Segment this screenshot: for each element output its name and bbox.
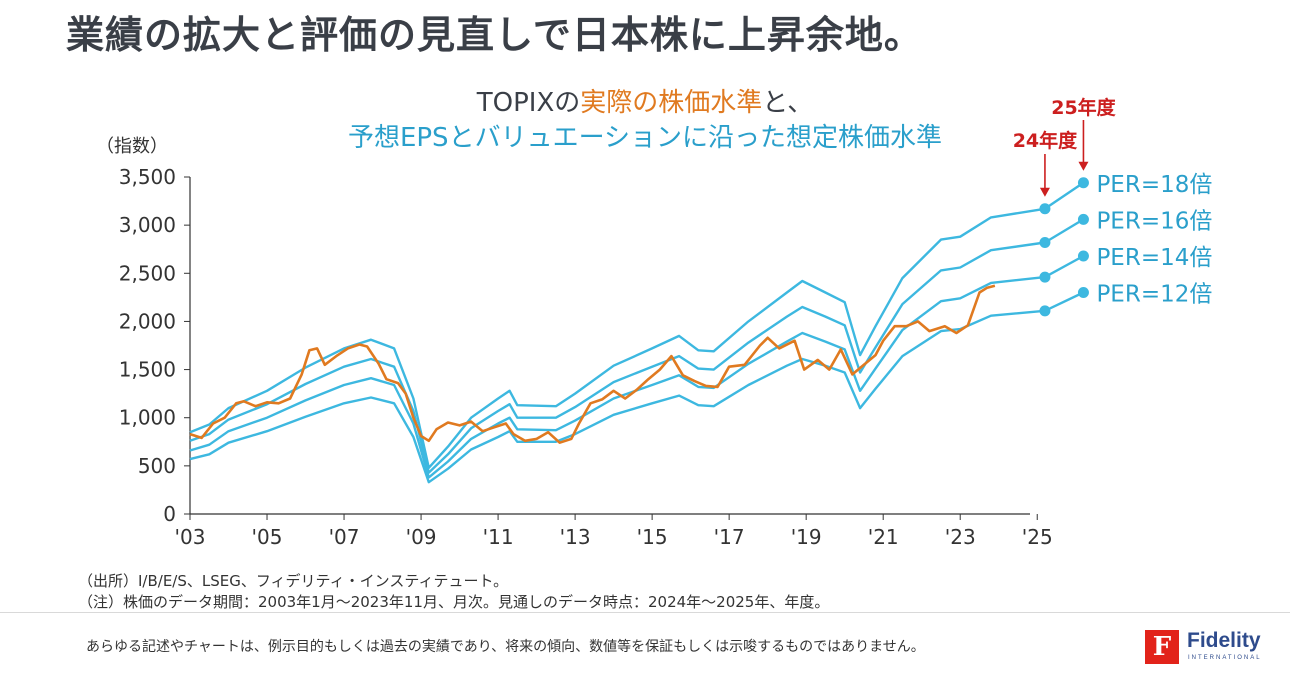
per-series-label: PER=14倍 — [1096, 245, 1212, 271]
y-tick-label: 3,000 — [119, 213, 176, 237]
forecast-arrow-head — [1039, 187, 1050, 197]
source-note: （出所）I/B/E/S、LSEG、フィデリティ・インスティテュート。 — [78, 572, 509, 590]
forecast-year-label: 24年度 — [1013, 129, 1078, 152]
y-tick-label: 500 — [138, 454, 176, 478]
y-axis-unit-label: （指数） — [96, 136, 168, 157]
y-tick-label: 0 — [163, 502, 176, 526]
per-line-series — [189, 254, 1084, 479]
logo-name: Fidelity — [1187, 629, 1261, 652]
subtitle-suffix: と、 — [762, 88, 814, 118]
fidelity-logo: F Fidelity INTERNATIONAL — [1145, 627, 1265, 667]
per-line-series — [189, 291, 1084, 484]
per-forecast-point-24 — [1039, 203, 1051, 215]
subtitle-prefix: TOPIXの — [476, 88, 581, 118]
per-series-label: PER=16倍 — [1096, 208, 1212, 234]
x-tick-label: '09 — [406, 525, 437, 549]
footer-divider — [0, 612, 1290, 613]
per-forecast-point-24 — [1039, 271, 1051, 283]
per-forecast-point-25 — [1077, 213, 1089, 225]
x-tick-label: '19 — [791, 525, 822, 549]
topix-line-series — [189, 284, 996, 444]
page-title: 業績の拡大と評価の見直しで日本株に上昇余地。 — [66, 13, 923, 57]
y-tick-label: 3,500 — [119, 165, 176, 189]
x-tick-label: '07 — [329, 525, 360, 549]
x-tick-label: '21 — [868, 525, 899, 549]
per-series-label: PER=12倍 — [1096, 282, 1212, 308]
chart-subtitle-line2: 予想EPSとバリュエーションに沿った想定株価水準 — [347, 123, 943, 153]
y-tick-label: 2,000 — [119, 309, 176, 333]
per-line-series — [189, 218, 1085, 474]
x-tick-label: '15 — [637, 525, 668, 549]
x-tick-label: '11 — [483, 525, 514, 549]
forecast-year-label: 25年度 — [1051, 96, 1116, 119]
per-forecast-point-24 — [1039, 236, 1051, 248]
x-tick-label: '17 — [714, 525, 745, 549]
x-tick-label: '25 — [1022, 525, 1053, 549]
chart-subtitle-line1: TOPIXの実際の株価水準と、 — [0, 82, 1290, 119]
fidelity-mark-icon: F — [1145, 630, 1179, 664]
y-tick-label: 2,500 — [119, 261, 176, 285]
per-forecast-point-24 — [1039, 305, 1051, 317]
topix-per-chart: 0 500 1,000 1,500 2,000 2,500 3,000 3,500 '03 '05… — [119, 96, 1213, 549]
per-forecast-point-25 — [1077, 250, 1089, 262]
per-series-label: PER=18倍 — [1096, 172, 1212, 198]
forecast-arrow-head — [1078, 161, 1089, 171]
x-tick-label: '13 — [560, 525, 591, 549]
x-tick-label: '03 — [175, 525, 206, 549]
logo-sub: INTERNATIONAL — [1188, 655, 1262, 661]
subtitle-highlight: 実際の株価水準 — [580, 88, 763, 118]
data-note: （注）株価のデータ期間：2003年1月～2023年11月、月次。見通しのデータ時… — [78, 593, 830, 611]
y-tick-label: 1,500 — [119, 358, 176, 382]
x-tick-label: '23 — [945, 525, 976, 549]
per-forecast-point-25 — [1077, 177, 1089, 189]
x-tick-label: '05 — [252, 525, 283, 549]
y-tick-label: 1,000 — [119, 406, 176, 430]
per-line-series — [189, 181, 1085, 469]
per-forecast-point-25 — [1077, 287, 1089, 299]
disclaimer: あらゆる記述やチャートは、例示目的もしくは過去の実績であり、将来の傾向、数値等を… — [86, 639, 925, 655]
